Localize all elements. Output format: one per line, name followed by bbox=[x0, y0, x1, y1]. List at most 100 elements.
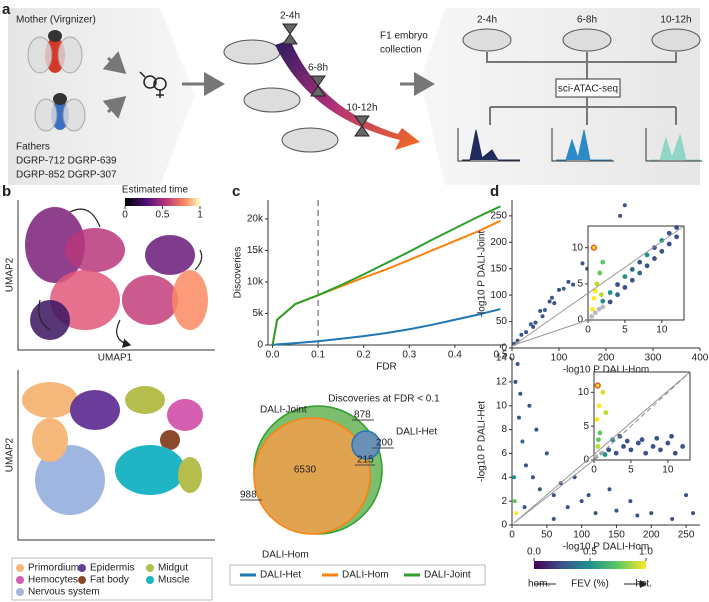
collection-label: collection bbox=[380, 45, 422, 56]
venn-count: 200 bbox=[376, 438, 393, 449]
colorbar-tick-label: 0 bbox=[122, 210, 128, 221]
legend-label: Muscle bbox=[158, 575, 190, 586]
peak-track bbox=[556, 129, 612, 161]
stage-label: 10-12h bbox=[660, 15, 691, 26]
x-tick-label: 5 bbox=[628, 465, 634, 476]
point bbox=[527, 403, 532, 408]
venn-set-label: DALI-Joint bbox=[260, 405, 307, 416]
x-tick-label: 0.1 bbox=[311, 350, 325, 361]
venn-count: 215 bbox=[357, 455, 374, 466]
x-tick-label: 150 bbox=[608, 530, 625, 541]
x-tick-label: 0 bbox=[591, 465, 597, 476]
point bbox=[518, 391, 523, 396]
collection-label: F1 embryo bbox=[380, 31, 428, 42]
connector bbox=[489, 97, 677, 125]
point bbox=[666, 230, 672, 236]
cross-symbol bbox=[139, 71, 167, 98]
point bbox=[607, 290, 613, 295]
embryo bbox=[651, 28, 701, 52]
y-tick-label: 10k bbox=[247, 277, 264, 288]
point bbox=[531, 324, 536, 329]
point bbox=[600, 259, 606, 265]
point bbox=[629, 266, 635, 272]
point bbox=[595, 444, 601, 449]
colorbar bbox=[534, 561, 646, 569]
panel-label: a bbox=[2, 1, 11, 18]
legend-swatch bbox=[16, 588, 24, 596]
point bbox=[592, 288, 598, 294]
timepoint: 10-12h bbox=[346, 103, 377, 114]
legend-box bbox=[11, 557, 213, 601]
peak-track bbox=[462, 129, 520, 161]
point bbox=[674, 225, 680, 230]
venn-set-label: DALI-Het bbox=[396, 427, 437, 438]
point bbox=[629, 277, 635, 283]
x-tick-label: 400 bbox=[692, 353, 709, 364]
point bbox=[547, 299, 552, 304]
point bbox=[534, 427, 539, 432]
venn-title: Discoveries at FDR < 0.1 bbox=[328, 394, 440, 405]
x-tick-label: 200 bbox=[598, 353, 615, 364]
venn-hom bbox=[253, 417, 371, 535]
y-tick-label: 250 bbox=[490, 210, 507, 221]
umap-time bbox=[25, 207, 208, 345]
point bbox=[542, 307, 547, 312]
x-tick-label: 5 bbox=[622, 325, 628, 336]
point bbox=[635, 440, 641, 446]
point bbox=[538, 309, 543, 313]
legend-label: DALI-Hom bbox=[342, 570, 389, 581]
point bbox=[615, 292, 620, 298]
x-tick-label: 0 bbox=[585, 325, 591, 336]
colorbar-title: FEV (%) bbox=[571, 579, 609, 590]
y-tick-label: 12 bbox=[496, 376, 508, 387]
panel-label: d bbox=[490, 183, 499, 200]
point bbox=[565, 505, 570, 510]
point bbox=[522, 505, 527, 510]
colorbar-tick-label: 0.5 bbox=[583, 547, 597, 558]
point bbox=[594, 416, 600, 422]
x-tick-label: 10 bbox=[662, 465, 674, 476]
point bbox=[621, 444, 626, 449]
legend-label: DALI-Het bbox=[260, 570, 301, 581]
y-tick-label: 5 bbox=[577, 278, 583, 289]
hourglass bbox=[354, 115, 370, 137]
y-tick-label: 15k bbox=[247, 245, 264, 256]
point bbox=[691, 511, 696, 516]
point bbox=[512, 499, 517, 504]
y-tick-label: 2 bbox=[501, 496, 507, 507]
point bbox=[589, 313, 595, 319]
point bbox=[557, 287, 561, 292]
point bbox=[594, 281, 600, 287]
point bbox=[593, 454, 599, 460]
embryo bbox=[562, 28, 612, 52]
embryo bbox=[243, 87, 301, 113]
x-axis-label: -log10 P DALI-Hom bbox=[563, 542, 650, 553]
y-tick-label: 6 bbox=[501, 448, 507, 459]
x-tick-label: 100 bbox=[551, 353, 568, 364]
x-tick-label: 0.4 bbox=[448, 350, 462, 361]
legend-swatch bbox=[16, 564, 24, 572]
point bbox=[566, 279, 571, 284]
point bbox=[666, 241, 672, 247]
point bbox=[586, 493, 591, 498]
y-tick-label: 4 bbox=[501, 472, 507, 483]
point bbox=[580, 261, 585, 266]
hourglass bbox=[282, 23, 298, 45]
legend-label: Midgut bbox=[158, 563, 188, 574]
point bbox=[597, 430, 603, 436]
point bbox=[596, 306, 602, 312]
x-tick-label: 100 bbox=[573, 530, 590, 541]
y-axis-label: -log10 P DALI-Het bbox=[477, 401, 488, 482]
y-tick-label: 0 bbox=[257, 340, 263, 351]
legend-swatch bbox=[146, 576, 154, 584]
legend-label: Primordium bbox=[28, 563, 79, 574]
zoom-connector bbox=[513, 371, 691, 524]
point bbox=[610, 437, 615, 443]
point bbox=[654, 435, 660, 441]
point bbox=[544, 451, 549, 456]
point bbox=[649, 511, 654, 516]
point bbox=[530, 475, 535, 480]
point bbox=[628, 499, 633, 504]
point bbox=[680, 444, 686, 449]
point bbox=[618, 213, 623, 218]
